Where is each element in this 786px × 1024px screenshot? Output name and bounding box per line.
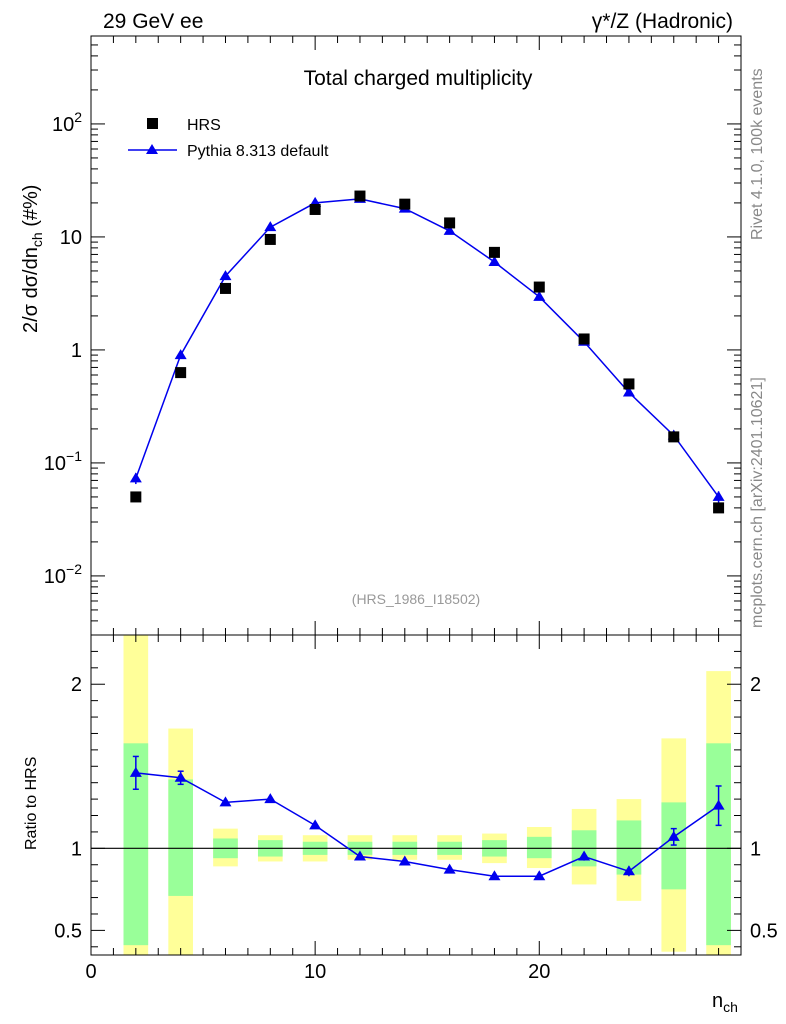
ratio-plot-panel: 0.5 0.51 12 20 10 20 Ratio to HRS nch [23,634,778,1015]
y-tick-label-exp: −1 [66,448,82,464]
y-tick-label: 10 [60,227,82,249]
ratio-point [622,865,635,876]
ratio-uncertainty-bands [123,635,731,955]
legend-mc-marker [146,144,158,154]
legend-data-marker [147,118,158,129]
mc-point [264,221,277,232]
ratio-point [578,850,591,861]
ratio-series [129,755,725,881]
mc-series-line [135,198,720,498]
data-point [533,281,545,293]
y-tick-label: 10−1 [44,448,82,475]
band-inner [706,743,731,946]
data-point [354,190,366,202]
mc-point [129,472,142,483]
ratio-point [533,870,546,881]
header-right: γ*/Z (Hadronic) [592,10,733,33]
band-inner [526,836,552,859]
x-axis-label: nch [712,990,738,1015]
y-tick-label: 1 [71,340,82,362]
header-left: 29 GeV ee [103,10,203,33]
y-tick-label-base: 10 [60,227,82,249]
legend: HRS Pythia 8.313 default [128,117,329,160]
x-tick-label: 10 [304,961,326,983]
ratio-frame [90,634,742,956]
rivet-label: Rivet 4.1.0, 100k events [749,68,766,240]
ratio-point [667,830,680,841]
y-label-suffix: (#%) [20,185,42,233]
data-point [219,282,231,294]
ratio-point [488,870,501,881]
y-tick-label-base: 10 [44,453,66,475]
data-point [713,502,725,514]
ratio-point [712,799,725,810]
ratio-y-tick-label-right: 2 [750,674,761,696]
data-point [399,198,411,210]
ratio-y-axis-label: Ratio to HRS [23,757,40,850]
ratio-point [174,771,187,782]
mc-point [443,224,456,235]
mc-point [533,290,546,301]
y-tick-label-base: 10 [52,114,74,136]
ratio-y-tick-label-left: 1 [71,838,82,860]
ratio-point [309,819,322,830]
data-point [130,491,142,503]
band-inner [661,802,687,890]
data-point [488,246,500,258]
ratio-point [353,850,366,861]
y-tick-label-exp: 2 [74,109,82,125]
y-tick-label-exp: −2 [66,561,82,577]
analysis-tag: (HRS_1986_I18502) [352,591,480,607]
ratio-y-tick-label-right: 0.5 [750,920,778,942]
ratio-y-tick-label-left: 0.5 [54,920,82,942]
mcplots-label: mcplots.cern.ch [arXiv:2401.10621] [749,377,766,628]
legend-label-pythia: Pythia 8.313 default [187,143,329,160]
ratio-point [219,796,232,807]
y-label-sub: ch [29,232,45,247]
mc-point [622,386,635,397]
mc-point [219,270,232,281]
ratio-y-tick-label-right: 1 [750,838,761,860]
ratio-series-line [135,772,720,877]
ratio-point [443,863,456,874]
y-tick-label: 102 [52,109,82,136]
main-y-axis-label: 2/σ dσ/dnch (#%) [20,185,45,333]
data-point [623,378,635,390]
y-tick-label: 10−2 [44,561,82,588]
x-tick-label: 0 [85,961,96,983]
y-tick-label-base: 1 [71,340,82,362]
x-label-main: n [712,990,723,1012]
y-tick-label-base: 10 [44,566,66,588]
x-tick-label: 20 [528,961,550,983]
legend-label-hrs: HRS [187,117,221,134]
mc-point [712,490,725,501]
mc-point [174,349,187,360]
ratio-point [398,855,411,866]
data-point [578,333,590,345]
band-inner [168,779,193,896]
ratio-point [264,793,277,804]
y-label-prefix: 2/σ dσ/dn [20,247,42,333]
data-point [444,217,456,229]
data-point [668,431,680,443]
ratio-point [129,766,142,777]
data-point [309,203,321,215]
ratio-axis-ticks: 0.5 0.51 12 20 10 20 [54,635,778,983]
mc-point [488,255,501,266]
data-point [264,233,276,245]
plot-title: Total charged multiplicity [304,67,533,90]
main-series [129,190,725,514]
x-label-sub: ch [723,999,738,1015]
data-point [175,367,187,379]
ratio-y-tick-label-left: 2 [71,674,82,696]
